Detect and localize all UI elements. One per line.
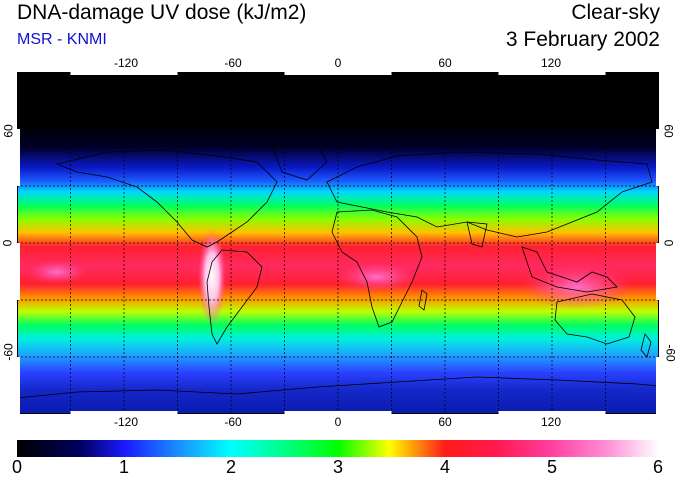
colorbar-label-0: 0: [11, 457, 23, 477]
colorbar-label-2: 2: [225, 457, 237, 477]
lon-tick-bottom-m60: -60: [224, 415, 242, 429]
lat-tick-right-60: 60: [661, 124, 676, 138]
lat-tick-left-m60: -60: [1, 343, 16, 361]
lon-tick-top-60: 60: [438, 56, 452, 70]
uv-dose-map: [17, 72, 659, 414]
date-label: 3 February 2002: [505, 28, 660, 51]
title: DNA-damage UV dose (kJ/m2): [17, 1, 307, 24]
lon-tick-bottom-m120: -120: [113, 415, 139, 429]
sky-condition-label: Clear-sky: [571, 1, 660, 24]
lon-tick-bottom-60: 60: [438, 415, 452, 429]
lon-tick-top-m120: -120: [113, 56, 139, 70]
source-label: MSR - KNMI: [17, 31, 107, 48]
lat-tick-right-0: 0: [661, 239, 676, 247]
lat-tick-right-m60: -60: [663, 344, 678, 362]
lon-tick-bottom-0: 0: [334, 415, 342, 429]
lat-tick-left-60: 60: [1, 124, 16, 138]
lon-tick-top-120: 120: [540, 56, 562, 70]
uv-colorbar: [17, 440, 659, 457]
lat-tick-left-0: 0: [0, 239, 15, 247]
lon-tick-bottom-120: 120: [540, 415, 562, 429]
lon-tick-top-m60: -60: [224, 56, 242, 70]
colorbar-label-4: 4: [439, 457, 451, 477]
colorbar-label-5: 5: [546, 457, 558, 477]
lon-tick-top-0: 0: [334, 56, 342, 70]
colorbar-label-6: 6: [652, 457, 664, 477]
colorbar-label-1: 1: [118, 457, 130, 477]
colorbar-label-3: 3: [332, 457, 344, 477]
